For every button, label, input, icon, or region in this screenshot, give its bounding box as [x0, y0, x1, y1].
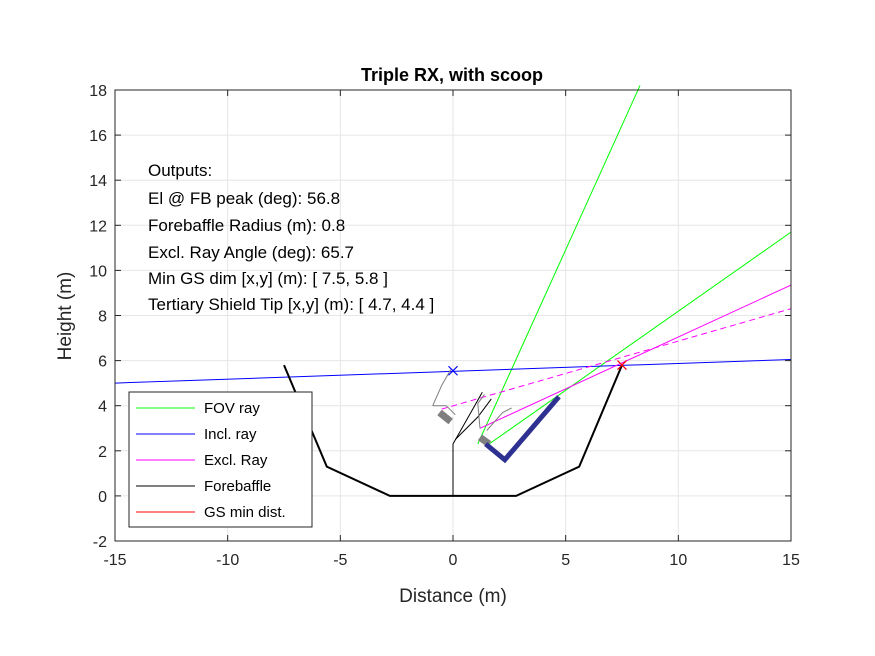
forebaffle-line	[454, 398, 492, 440]
tertiary-shield-line	[484, 395, 561, 464]
legend-label-excl-ray: Excl. Ray	[204, 452, 268, 469]
chart-title: Triple RX, with scoop	[361, 65, 543, 85]
output-el-fb-peak: El @ FB peak (deg): 56.8	[148, 189, 340, 208]
y-axis-label: Height (m)	[55, 272, 76, 361]
outputs-annotation: Outputs: El @ FB peak (deg): 56.8 Foreba…	[148, 161, 434, 314]
x-tick-label: 15	[782, 552, 800, 569]
y-tick-label: -2	[93, 534, 107, 551]
y-tick-label: 4	[98, 399, 107, 416]
gs-min-dist-marker	[617, 360, 627, 371]
x-tick-label: -15	[103, 552, 126, 569]
legend-label-incl-ray: Incl. ray	[204, 426, 257, 443]
receiver-outline-line	[432, 369, 452, 406]
output-forebaffle-radius: Forebaffle Radius (m): 0.8	[148, 216, 345, 235]
x-tick-label: 10	[669, 552, 687, 569]
y-tick-label: 14	[89, 173, 107, 190]
x-tick-label: -10	[216, 552, 239, 569]
y-tick-label: 6	[98, 354, 107, 371]
incl-ray-marker	[448, 365, 458, 376]
excl-ray-line	[441, 308, 792, 410]
legend: FOV ray Incl. ray Excl. Ray Forebaffle GS mi…	[128, 391, 313, 528]
legend-label-forebaffle: Forebaffle	[204, 478, 271, 495]
output-tertiary-shield-tip: Tertiary Shield Tip [x,y] (m): [ 4.7, 4.…	[148, 295, 434, 314]
receiver-outline-line	[477, 394, 485, 429]
legend-label-gs-min-dist: GS min dist.	[204, 504, 286, 521]
x-tick-label: 0	[449, 552, 458, 569]
outputs-header: Outputs:	[148, 161, 212, 180]
y-tick-label: 16	[89, 128, 107, 145]
receiver-window-line	[437, 409, 453, 425]
fov-ray-line	[488, 231, 792, 445]
x-axis-label: Distance (m)	[399, 586, 507, 607]
y-tick-label: 2	[98, 444, 107, 461]
y-tick-label: 10	[89, 263, 107, 280]
markers-layer	[448, 360, 627, 376]
receiver-outline-line	[432, 405, 456, 416]
y-tick-label: 18	[89, 83, 107, 100]
excl-ray-line	[479, 284, 792, 429]
y-axis-ticks: -2 0 2 4 6 8 10 12 14 16 18	[89, 83, 791, 551]
receiver-outline-line	[486, 407, 512, 431]
forebaffle-line	[452, 391, 483, 449]
legend-label-fov-ray: FOV ray	[204, 400, 260, 417]
output-min-gs-dim: Min GS dim [x,y] (m): [ 7.5, 5.8 ]	[148, 269, 388, 288]
y-tick-label: 8	[98, 309, 107, 326]
output-excl-ray-angle: Excl. Ray Angle (deg): 65.7	[148, 243, 354, 262]
x-tick-label: -5	[333, 552, 347, 569]
x-axis-ticks: -15 -10 -5 0 5 10 15	[103, 90, 800, 569]
y-tick-label: 12	[89, 218, 107, 235]
x-tick-label: 5	[561, 552, 570, 569]
fov-ray-line	[477, 85, 641, 445]
series-layer	[114, 85, 792, 497]
y-tick-label: 0	[98, 489, 107, 506]
